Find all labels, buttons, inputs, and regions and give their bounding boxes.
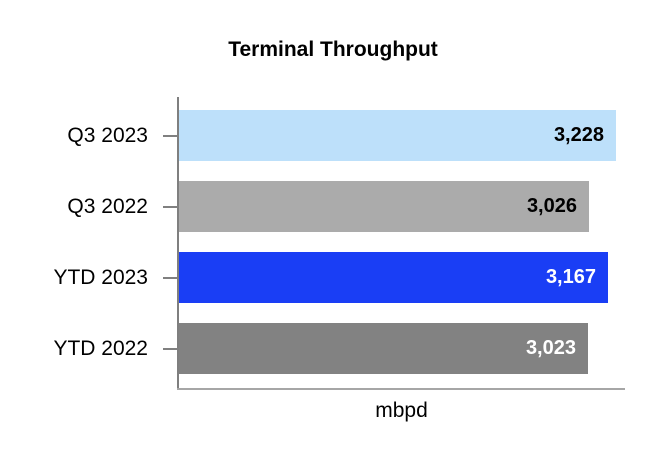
category-label: YTD 2023 <box>53 266 148 289</box>
category-label: Q3 2023 <box>67 124 148 147</box>
axis-tick <box>163 135 178 137</box>
bar-value-label: 3,023 <box>525 337 576 359</box>
x-axis-line <box>177 388 625 390</box>
chart-title: Terminal Throughput <box>228 38 438 61</box>
axis-tick <box>163 348 178 350</box>
y-axis-line <box>177 97 179 389</box>
bar: 3,167 <box>179 252 608 303</box>
category-label: YTD 2022 <box>53 337 148 360</box>
bar-value-label: 3,167 <box>545 266 596 288</box>
bar: 3,026 <box>179 181 589 232</box>
x-axis-label: mbpd <box>375 399 428 422</box>
bar: 3,228 <box>179 110 616 161</box>
bar: 3,023 <box>179 323 588 374</box>
bar-value-label: 3,228 <box>553 124 604 146</box>
axis-tick <box>163 277 178 279</box>
axis-tick <box>163 206 178 208</box>
category-label: Q3 2022 <box>67 195 148 218</box>
bar-value-label: 3,026 <box>526 195 577 217</box>
